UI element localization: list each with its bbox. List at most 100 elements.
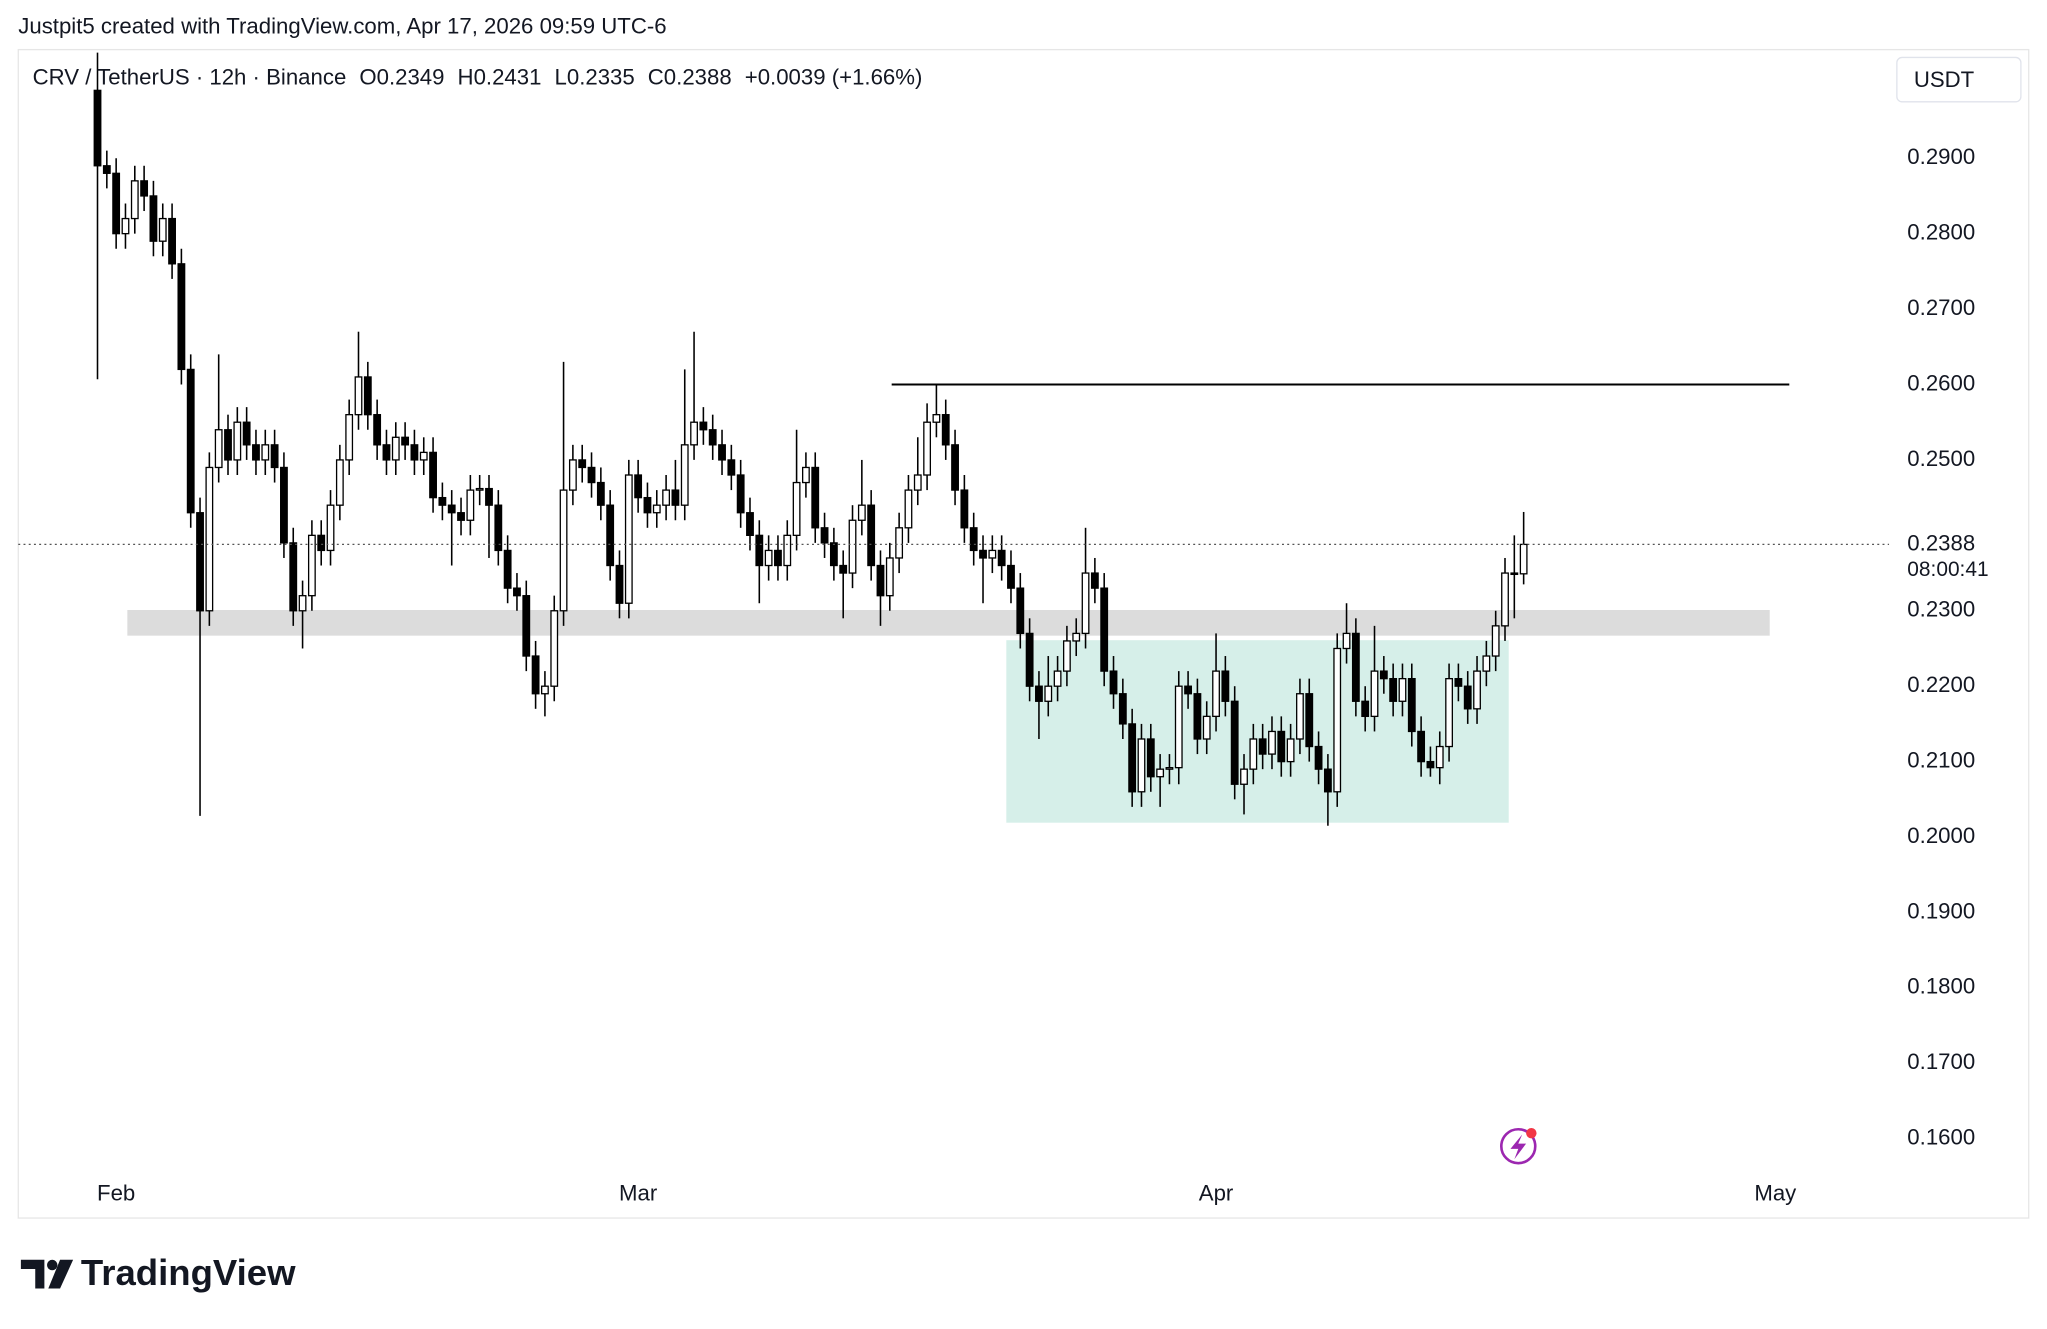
candle-body [634,474,643,499]
candle-body [1286,738,1295,763]
countdown: 08:00:41 [1907,558,1988,581]
candle-body [298,595,307,612]
candle-body [652,504,661,514]
candle-body [904,489,913,529]
zone [127,610,1770,636]
ohlc-key: O [359,64,376,89]
candle-body [1445,678,1453,748]
candle-body [988,549,997,559]
candle-body [354,376,363,416]
candle-body [391,436,400,461]
candle-body [568,459,577,491]
candle-body [1314,745,1323,770]
candle-body [289,542,298,612]
ohlc-key: H [458,64,474,89]
candle-body [550,610,559,687]
candle-body [307,534,316,597]
credit: Justpit5 created with TradingView.com, A… [18,13,666,38]
ohlc-value: 0.2335 [567,64,635,89]
candle-body [205,466,214,612]
plot-area [93,52,1790,826]
candle-body [624,474,633,604]
candle-body [475,487,484,491]
lightning-icon[interactable] [1500,1127,1537,1165]
candle-body [1212,670,1220,718]
candle-body [662,489,671,506]
candle-body [913,474,922,491]
candle-body [895,527,904,559]
ohlc-key: C [648,64,664,89]
ohlc-value: 0.2388 [664,64,732,89]
candle-body [466,489,475,521]
candle-body [1062,640,1071,672]
candle-body [1016,587,1025,635]
candle-body [121,217,130,235]
candle-body [345,414,354,461]
candle-body [531,655,540,695]
candle-body [941,414,950,446]
candle-body [1165,767,1174,770]
candle-body [1137,738,1146,793]
x-tick-label: May [1754,1180,1797,1205]
x-tick-label: Feb [97,1180,135,1205]
candle-body [923,421,932,476]
candle-body [1053,670,1062,687]
candle-body [1323,768,1332,793]
candle-body [680,444,689,506]
legend-header: CRV / TetherUS · 12h · Binance O0.2349 H0.… [33,64,923,89]
candle-body [270,444,279,469]
candle-body [1342,632,1351,650]
candle-body [1007,564,1015,589]
candle-body [130,180,139,220]
candle-body [503,549,512,589]
candle-body [1268,730,1276,755]
candle-body [1277,730,1286,763]
candle-body [708,429,717,446]
candle-body [783,534,792,567]
candle-body [876,564,885,597]
candle-body [140,180,149,197]
candle-body [1072,632,1081,642]
candle-body [457,512,465,521]
candle-body [951,444,959,491]
candle-body [578,459,587,469]
candle-body [177,263,186,371]
candle-body [1305,693,1314,748]
candle-body [1407,678,1416,733]
candle-body [317,534,326,552]
y-tick-label: 0.2700 [1907,295,1975,320]
candle-body [410,444,419,461]
candle-body [755,534,764,567]
candle-body [718,444,726,461]
candle-body [736,474,745,514]
candle-body [513,587,521,597]
candle-body [820,527,829,544]
y-tick-label: 0.1700 [1907,1049,1975,1074]
candle-body [1230,700,1239,785]
candle-body [587,466,596,484]
currency-box[interactable] [1896,56,2022,103]
brand-name: TradingView [81,1252,296,1293]
candle-body [214,429,223,469]
ohlc-value: 0.2349 [377,64,445,89]
candle-body [615,564,624,604]
candle-body [485,487,493,506]
candle-body [1463,685,1472,710]
candle-body [1389,678,1398,702]
y-tick-label: 0.2200 [1907,672,1975,697]
candle-body [764,549,773,567]
candle-body [1491,625,1500,657]
candle-body [801,466,810,484]
candle-body [419,451,428,461]
candle-body [168,217,176,265]
candle-body [280,466,288,544]
candle-body [1398,678,1407,702]
candle-body [1501,572,1509,627]
candle-body [1025,632,1034,687]
currency[interactable]: USDT [1914,67,1975,92]
candle-body [690,421,698,446]
candle-body [606,504,615,567]
candle-body [224,429,232,461]
y-tick-label: 0.1800 [1907,974,1975,999]
candle-body [1258,738,1267,755]
